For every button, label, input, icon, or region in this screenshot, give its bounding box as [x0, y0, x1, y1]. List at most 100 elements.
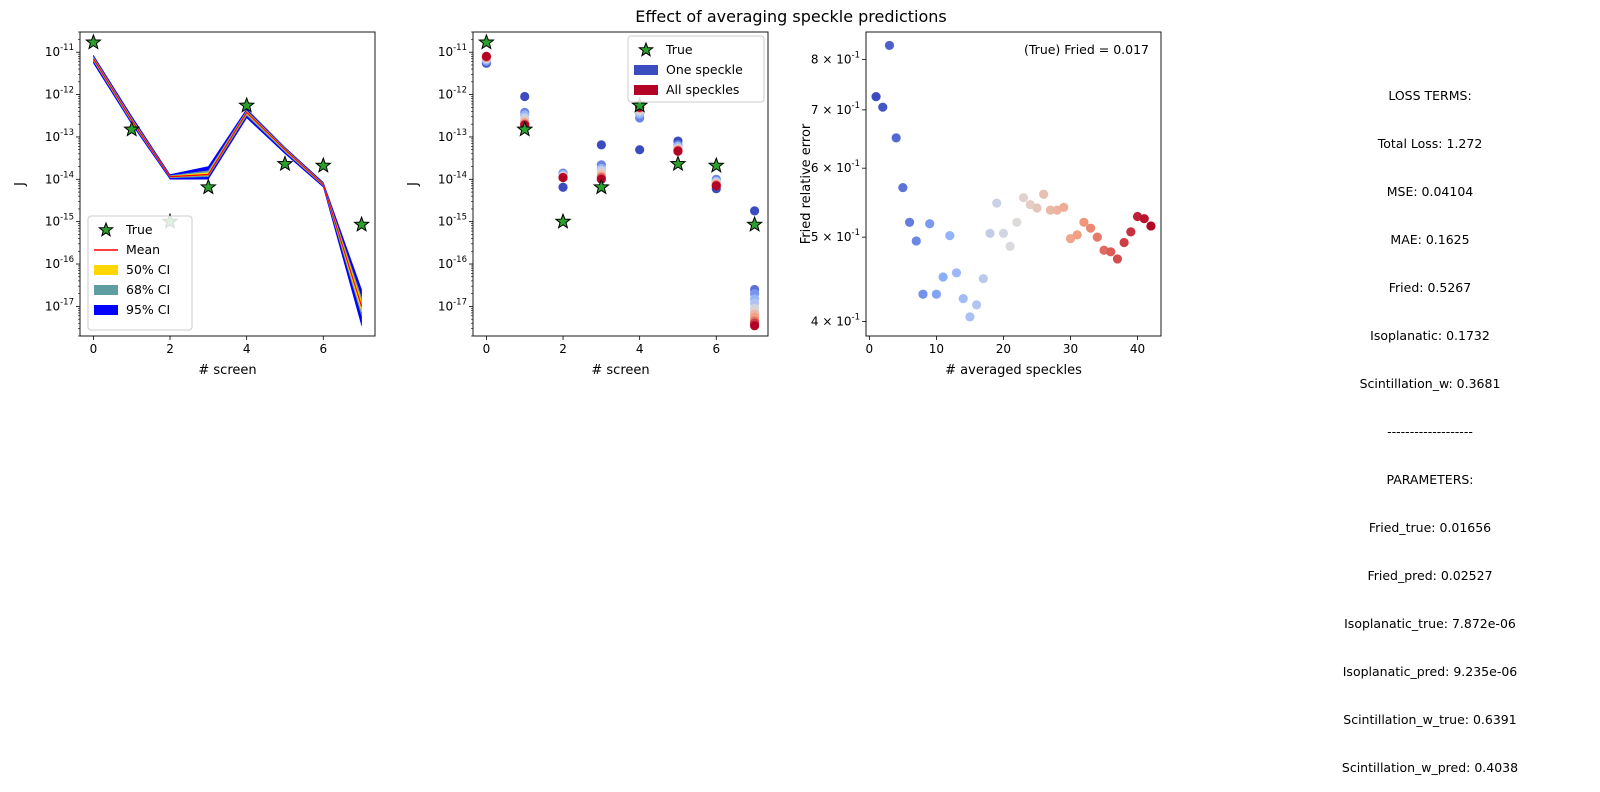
fried-error-point: [1065, 234, 1076, 244]
legend-label: One speckle: [666, 62, 743, 77]
parameter-line: Scintillation_w_pred: 0.4038: [1341, 760, 1519, 775]
fried-annotation: (True) Fried = 0.017: [1024, 42, 1149, 57]
y-tick-label: 10-16: [438, 255, 467, 271]
true-marker: [477, 33, 495, 50]
fried-error-point: [998, 228, 1009, 238]
fried-error-point: [904, 217, 915, 227]
y-tick-label: 10-14: [438, 170, 467, 186]
true-marker: [276, 155, 294, 172]
y-tick-label: 10-14: [45, 170, 74, 186]
y-tick-label: 10-13: [45, 128, 74, 144]
legend: True Mean 50% CI 68% CI 95% CI: [87, 215, 193, 331]
fried-error-point: [1086, 223, 1096, 233]
fried-error-point: [972, 300, 982, 310]
fried-error-point: [1039, 189, 1049, 199]
legend-frame: [627, 35, 765, 103]
x-tick-label: 20: [996, 342, 1011, 356]
speckle-point: [635, 145, 645, 155]
x-axis-label: # screen: [198, 363, 256, 378]
true-marker: [238, 96, 256, 113]
loss-line: Isoplanatic: 0.1732: [1370, 328, 1490, 343]
speckle-point: [749, 321, 760, 331]
y-axis-label: Fried relative error: [799, 123, 814, 244]
true-marker: [199, 178, 217, 195]
loss-line: Fried: 0.5267: [1388, 280, 1472, 295]
x-tick-label: 2: [559, 342, 567, 356]
fried-error-point: [911, 236, 921, 246]
fried-error-point: [958, 294, 968, 304]
loss-terms-header: LOSS TERMS:: [1388, 88, 1472, 103]
legend-band-icon: [94, 285, 118, 295]
legend-label: True: [665, 42, 693, 57]
fried-error-point: [1146, 221, 1156, 231]
speckle-point: [520, 91, 530, 102]
y-tick-label: 5 × 10-1: [811, 228, 860, 244]
legend-label: 50% CI: [126, 262, 170, 277]
speckle-point: [711, 181, 721, 191]
fried-error-point: [884, 40, 895, 51]
y-tick-label: 10-13: [438, 128, 467, 144]
x-tick-label: 10: [929, 342, 944, 356]
legend-band-icon: [94, 305, 118, 315]
fried-error-point: [1045, 205, 1055, 215]
fried-error-point: [938, 272, 948, 282]
y-tick-label: 10-17: [438, 297, 467, 313]
fried-error-point: [992, 198, 1002, 208]
figure-title: Effect of averaging speckle predictions: [635, 7, 947, 26]
legend-one-speckle-icon: [634, 65, 658, 75]
loss-terms-text: LOSS TERMS: Total Loss: 1.272 MSE: 0.041…: [1300, 56, 1560, 792]
plot-area: [84, 33, 371, 326]
fried-error-point: [1139, 214, 1149, 224]
true-marker: [554, 212, 572, 229]
legend-true-icon: [97, 221, 115, 237]
plot-area: [477, 33, 764, 331]
fried-error-point: [1092, 232, 1102, 242]
fried-error-point: [925, 219, 935, 229]
fried-error-point: [898, 182, 908, 193]
fried-error-point: [1018, 193, 1029, 203]
y-axis-label: J: [13, 182, 28, 187]
legend-label: All speckles: [666, 82, 739, 97]
panel-fried-error: 4 × 10-1 5 × 10-1 6 × 10-1 7 × 10-1 8 × 10-1…: [799, 31, 1162, 378]
parameters-header: PARAMETERS:: [1386, 472, 1474, 487]
loss-line: MAE: 0.1625: [1390, 232, 1470, 247]
legend-band-icon: [94, 265, 118, 275]
legend-label: True: [125, 222, 153, 237]
fried-error-point: [918, 289, 928, 299]
y-tick-label: 10-15: [45, 213, 74, 229]
true-marker: [631, 96, 649, 113]
plot-frame: [79, 31, 376, 337]
y-tick-label: 8 × 10-1: [811, 50, 860, 66]
x-tick-label: 4: [243, 342, 251, 356]
legend-label: Mean: [126, 242, 160, 257]
legend-all-speckles-icon: [634, 85, 658, 95]
y-tick-label: 10-17: [45, 297, 74, 313]
y-tick-label: 7 × 10-1: [811, 101, 860, 117]
fried-error-point: [1012, 217, 1022, 227]
true-marker: [669, 155, 687, 172]
fried-error-point: [1106, 247, 1116, 257]
fried-error-point: [871, 91, 881, 102]
y-tick-label: 10-12: [438, 86, 467, 102]
speckle-point: [558, 172, 568, 183]
y-tick-label: 10-12: [45, 86, 74, 102]
legend-frame: [87, 215, 193, 331]
fried-error-point: [985, 228, 995, 238]
fried-error-point: [1126, 227, 1136, 237]
parameter-line: Isoplanatic_pred: 9.235e-06: [1342, 664, 1518, 679]
panel-cn2-ci: 10-17 10-16 10-15 10-14 10-13 10-12 10-11 0 2 4 6 #…: [13, 31, 376, 378]
figure: Effect of averaging speckle predictions …: [13, 7, 1162, 378]
parameter-line: Fried_pred: 0.02527: [1367, 568, 1493, 583]
true-marker: [353, 215, 371, 232]
x-tick-label: 6: [712, 342, 720, 356]
true-marker: [314, 156, 332, 173]
x-axis-label: # averaged speckles: [945, 363, 1082, 378]
plot-area: [871, 40, 1156, 322]
speckle-point: [596, 140, 606, 150]
speckle-point: [558, 182, 568, 192]
x-tick-label: 40: [1130, 342, 1145, 356]
true-marker: [516, 120, 534, 137]
loss-line: Scintillation_w: 0.3681: [1359, 376, 1501, 391]
speckle-point: [481, 51, 492, 61]
legend-true-icon: [637, 41, 655, 57]
